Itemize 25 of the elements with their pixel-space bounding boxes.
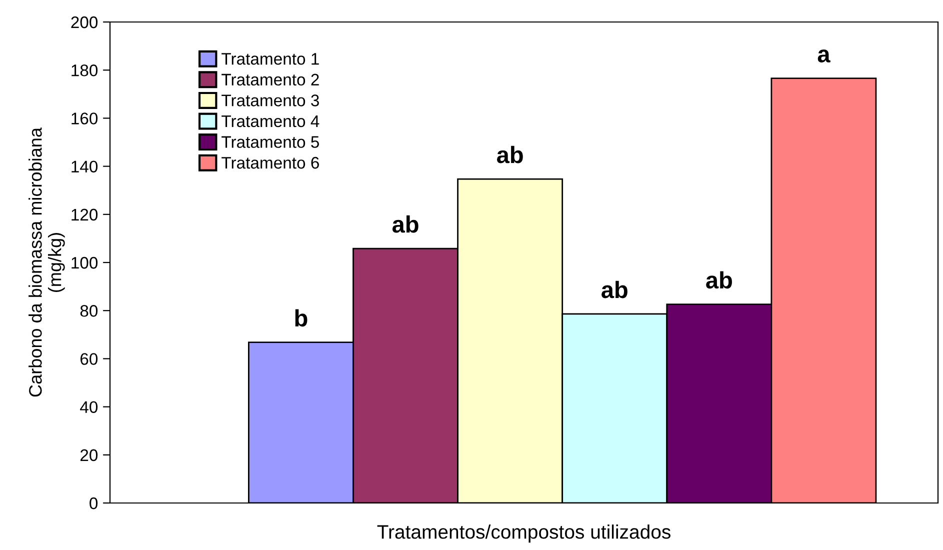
y-tick-label: 140	[72, 160, 98, 173]
data-label: a	[818, 50, 830, 62]
y-tick-label: 100	[72, 256, 98, 269]
data-label: ab	[496, 146, 523, 164]
y-tick-label: 120	[72, 208, 98, 221]
legend-label: Tratamento 6	[222, 156, 319, 169]
legend-label: Tratamento 4	[222, 116, 320, 128]
y-tick-label: 40	[80, 401, 98, 414]
y-tick-label: 0	[90, 497, 98, 510]
legend-label: Tratamento 5	[222, 136, 319, 148]
data-label: ab	[392, 215, 418, 233]
legend-label: Tratamento 3	[222, 94, 319, 106]
x-axis-title: Tratamentos/compostos utilizados	[377, 524, 670, 543]
legend-label: Tratamento 1	[222, 53, 319, 65]
data-label: ab	[706, 271, 732, 289]
legend-label: Tratamento 2	[222, 74, 319, 86]
y-tick-label: 20	[80, 449, 98, 462]
y-tick-label: 160	[72, 112, 98, 124]
y-tick-label: 200	[71, 16, 98, 28]
y-tick-label: 180	[72, 64, 98, 76]
data-label: b	[295, 309, 308, 327]
y-tick-label: 80	[80, 305, 98, 317]
y-tick-label: 60	[80, 353, 98, 365]
data-label: ab	[602, 280, 628, 298]
y-axis-title: Carbono da biomassa microbiana (mg/kg)	[28, 128, 65, 397]
